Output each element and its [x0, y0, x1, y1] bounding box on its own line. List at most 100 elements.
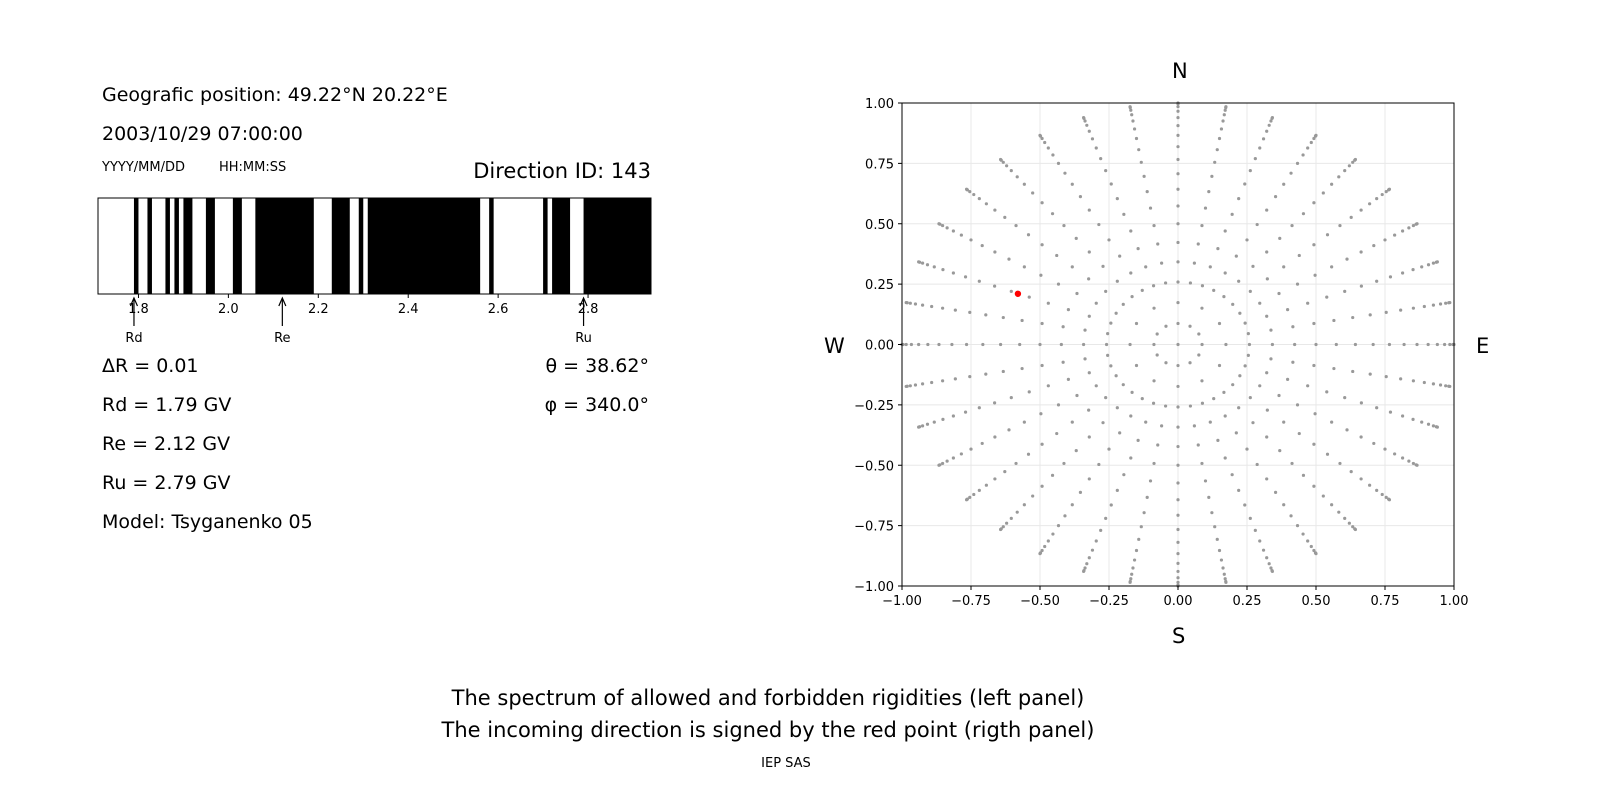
grid-point [1269, 566, 1273, 570]
grid-point [1337, 175, 1341, 179]
grid-point [1009, 395, 1013, 400]
grid-point [1160, 424, 1164, 428]
grid-point [1094, 539, 1098, 543]
grid-point [932, 420, 936, 424]
grid-point [1301, 532, 1305, 536]
geo-position: Geografic position: 49.22°N 20.22°E [102, 84, 448, 106]
grid-point [1101, 421, 1105, 425]
grid-point [941, 306, 945, 310]
grid-point [1134, 548, 1139, 553]
grid-point [1349, 470, 1353, 474]
grid-point [904, 384, 908, 389]
grid-point [1087, 250, 1091, 254]
grid-point [1203, 479, 1208, 483]
grid-point [1164, 361, 1168, 365]
grid-point [1238, 374, 1242, 378]
grid-point [1306, 539, 1310, 543]
grid-point [1188, 404, 1193, 408]
grid-point [1005, 521, 1009, 525]
grid-point [1145, 190, 1149, 194]
grid-point [1295, 161, 1300, 165]
grid-point [1129, 271, 1133, 275]
grid-point [1066, 377, 1070, 382]
grid-point [1221, 566, 1225, 570]
grid-point [1196, 443, 1200, 447]
grid-point [1070, 265, 1074, 269]
grid-point [984, 372, 988, 376]
grid-point [1197, 353, 1201, 357]
grid-point [1099, 157, 1103, 161]
marker-arrow-head [579, 296, 588, 307]
grid-point [1426, 342, 1430, 347]
grid-point [1265, 277, 1269, 281]
grid-point [1290, 461, 1294, 466]
grid-point [1099, 528, 1103, 532]
grid-point [1130, 572, 1134, 576]
grid-point [1075, 291, 1079, 296]
grid-point [1026, 233, 1031, 237]
grid-point [1176, 463, 1180, 467]
grid-point [1129, 456, 1133, 460]
grid-point [1387, 187, 1392, 191]
grid-point [1015, 510, 1019, 514]
grid-point [1426, 422, 1431, 426]
grid-point [1078, 195, 1083, 199]
grid-point [925, 422, 930, 426]
grid-point [917, 342, 921, 347]
direction-map-chart: −1.00−1.00 −0.75 −0.75 −0.50 −0.50 −0.25 −0.25… [854, 97, 1468, 609]
grid-point [1359, 477, 1363, 481]
grid-point [1338, 223, 1342, 228]
grid-point [917, 425, 921, 429]
grid-point [908, 384, 912, 388]
grid-point [1200, 401, 1205, 405]
grid-point [1074, 236, 1078, 240]
grid-point [1224, 342, 1228, 347]
model-label: Model: Tsyganenko 05 [102, 511, 313, 533]
grid-point [1082, 342, 1086, 347]
grid-point [1022, 182, 1026, 186]
datetime: 2003/10/29 07:00:00 [102, 123, 303, 145]
grid-point [1330, 503, 1334, 507]
caption-line-1: The spectrum of allowed and forbidden ri… [451, 686, 1085, 710]
grid-point [963, 275, 968, 279]
grid-point [1140, 288, 1144, 292]
grid-point [930, 304, 934, 309]
grid-point [1223, 108, 1227, 112]
grid-point [1269, 119, 1273, 123]
grid-point [1269, 357, 1273, 361]
grid-point [1040, 201, 1044, 205]
grid-point [1325, 295, 1329, 299]
ru-value: Ru = 2.79 GV [102, 472, 231, 494]
y-tick-label: 0.00 [865, 339, 894, 354]
forbidden-band [232, 198, 242, 294]
y-tick-label: −0.50 [854, 459, 894, 474]
grid-point [1448, 384, 1452, 389]
grid-point [1258, 384, 1262, 388]
grid-point [1094, 301, 1098, 305]
forbidden-band [552, 198, 571, 294]
grid-point [1411, 379, 1415, 383]
grid-point [1312, 201, 1316, 205]
grid-point [1040, 243, 1044, 247]
x-tick-label: 0.25 [1233, 594, 1262, 609]
grid-point [1083, 357, 1087, 361]
grid-point [1301, 212, 1306, 216]
grid-point [1243, 321, 1247, 325]
grid-point [1306, 146, 1310, 150]
grid-point [1001, 160, 1005, 164]
grid-point [1295, 403, 1300, 407]
grid-point [908, 301, 912, 305]
grid-point [1040, 136, 1044, 141]
x-tick-label: 2.4 [398, 302, 419, 317]
grid-point [1253, 528, 1257, 532]
compass-east: E [1476, 334, 1490, 358]
grid-point [1330, 265, 1334, 269]
grid-point [1128, 342, 1132, 347]
grid-point [1231, 383, 1235, 387]
grid-point [1407, 226, 1411, 230]
grid-point [1431, 424, 1436, 428]
forbidden-band [543, 198, 548, 294]
marker-arrow-head [129, 296, 139, 307]
grid-point [1200, 223, 1204, 228]
grid-point [1407, 459, 1411, 463]
